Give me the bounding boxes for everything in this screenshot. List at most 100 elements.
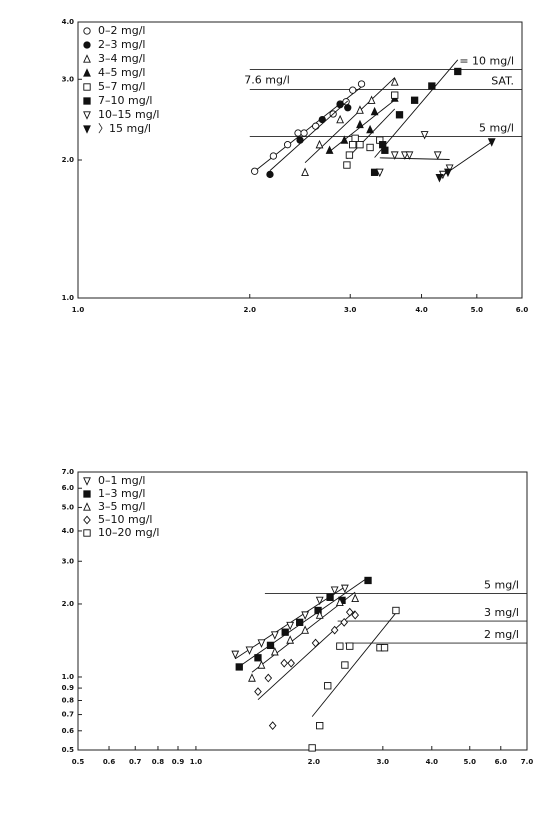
- legend-marker: [83, 97, 91, 105]
- x-tick-label: 6.0: [495, 758, 508, 766]
- fit-line: [257, 610, 356, 700]
- legend-label: 7–10 mg/l: [98, 94, 152, 107]
- point: [257, 639, 266, 648]
- y-tick-label: 3.0: [62, 557, 75, 565]
- y-tick-label: 0.8: [62, 696, 75, 704]
- point: [345, 607, 354, 617]
- x-tick-label: 0.5: [72, 758, 85, 766]
- legend-label: 0–1 mg/l: [98, 474, 145, 487]
- y-tick-label: 5.0: [62, 503, 75, 511]
- point: [326, 593, 334, 601]
- point: [344, 104, 352, 112]
- y-tick-label: 3.0: [62, 75, 75, 83]
- x-tick-label: 7.0: [521, 758, 534, 766]
- legend-label: 〉15 mg/l: [98, 122, 151, 135]
- point: [286, 621, 295, 631]
- x-tick-label: 4.0: [415, 306, 428, 314]
- legend-marker: [83, 515, 91, 525]
- x-tick-label: 1.0: [190, 758, 203, 766]
- fit-line: [311, 612, 397, 717]
- x-tick-label: 3.0: [344, 306, 357, 314]
- point: [390, 151, 399, 160]
- point: [395, 111, 404, 119]
- legend-marker: [83, 111, 91, 120]
- point: [266, 641, 275, 650]
- legend-label: 3–5 mg/l: [98, 500, 145, 513]
- x-tick-label: 5.0: [464, 758, 477, 766]
- point: [357, 80, 366, 88]
- point: [366, 124, 374, 134]
- point: [454, 67, 462, 76]
- point: [340, 617, 348, 627]
- point: [231, 650, 240, 660]
- fit-line: [379, 157, 450, 160]
- chart: 1.0 2.0 3.0 4.0 5.0 6.0 1.0 2.0 3.0 4.0 = 10 mg/l S…: [62, 18, 529, 314]
- reference-label: = 10 mg/l: [459, 55, 514, 68]
- point: [356, 105, 364, 114]
- y-tick-label: 4.0: [62, 527, 75, 535]
- point: [381, 146, 389, 154]
- point: [351, 610, 359, 620]
- fit-line: [346, 108, 396, 159]
- y-tick-label: 0.9: [62, 684, 75, 692]
- legend-label: 10–20 mg/l: [98, 526, 159, 539]
- point: [325, 145, 334, 154]
- point: [336, 642, 344, 650]
- reference-label: 5 mg/l: [479, 122, 514, 135]
- legend-marker: [83, 502, 91, 511]
- legend-label: 3–4 mg/l: [98, 52, 145, 65]
- point: [366, 143, 374, 152]
- x-tick-label: 0.9: [172, 758, 185, 766]
- point: [356, 141, 364, 149]
- point: [487, 138, 496, 147]
- point: [351, 134, 359, 142]
- point: [296, 136, 304, 144]
- point: [445, 164, 454, 173]
- legend-marker: [83, 477, 91, 486]
- point: [254, 687, 262, 697]
- legend-label: 5–7 mg/l: [98, 80, 145, 93]
- legend-marker: [83, 490, 91, 498]
- legend-label: 4–5 mg/l: [98, 66, 145, 79]
- point: [283, 141, 292, 149]
- point: [345, 151, 354, 159]
- point: [356, 119, 364, 129]
- point: [270, 647, 279, 656]
- y-tick-label: 0.6: [62, 727, 75, 735]
- fit-line: [304, 77, 396, 164]
- point: [390, 77, 399, 86]
- y-tick-label: 1.0: [62, 294, 75, 302]
- point: [235, 663, 243, 671]
- point: [301, 611, 310, 620]
- x-tick-label: 5.0: [471, 306, 484, 314]
- point: [330, 625, 339, 635]
- reference-label: 7.6 mg/l: [244, 73, 289, 86]
- point: [269, 152, 278, 160]
- point: [380, 644, 389, 652]
- point: [349, 86, 357, 94]
- point: [340, 584, 349, 594]
- x-tick-label: 2.0: [244, 306, 257, 314]
- point: [280, 658, 288, 668]
- y-tick-label: 7.0: [62, 468, 75, 476]
- point: [286, 635, 295, 644]
- point: [301, 625, 310, 634]
- point: [264, 673, 273, 683]
- point: [336, 114, 345, 124]
- point: [318, 115, 326, 124]
- point: [392, 606, 400, 615]
- point: [257, 660, 266, 669]
- reference-label: 3 mg/l: [484, 606, 519, 619]
- point: [391, 91, 399, 99]
- point: [266, 170, 274, 179]
- point: [315, 139, 324, 149]
- y-tick-label: 1.0: [62, 673, 75, 681]
- x-tick-label: 2.0: [308, 758, 321, 766]
- y-tick-label: 6.0: [62, 484, 75, 492]
- legend-marker: [83, 83, 91, 91]
- legend-marker: [83, 68, 91, 77]
- legend-label: 1–3 mg/l: [98, 487, 145, 500]
- legend-marker: [83, 27, 91, 35]
- legend-label: 0–2 mg/l: [98, 24, 145, 37]
